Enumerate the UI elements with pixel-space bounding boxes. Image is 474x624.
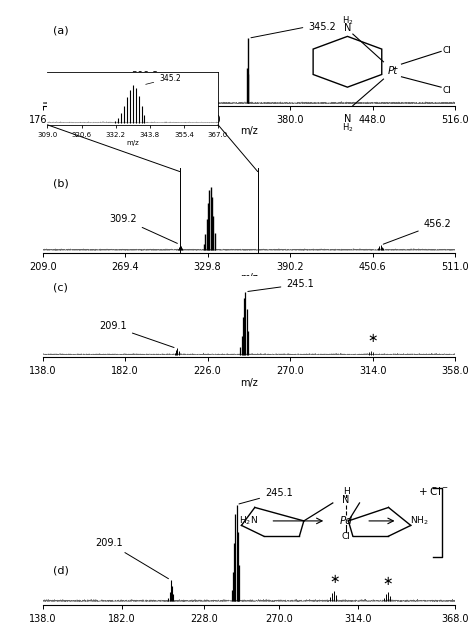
Text: H$_2$: H$_2$: [342, 122, 353, 134]
Text: 209.1: 209.1: [96, 539, 168, 578]
Text: $\ast$: $\ast$: [328, 573, 339, 586]
Text: (a): (a): [53, 26, 69, 36]
Text: + Cl$^-$: + Cl$^-$: [418, 485, 448, 497]
Text: Cl: Cl: [443, 86, 452, 95]
Text: 309.2: 309.2: [131, 71, 202, 98]
Text: H: H: [343, 487, 349, 495]
Text: (b): (b): [53, 178, 69, 188]
Text: H$_2$: H$_2$: [342, 14, 353, 27]
Text: Pd: Pd: [340, 516, 353, 526]
Text: H$_2$N: H$_2$N: [238, 515, 258, 527]
Text: (d): (d): [53, 565, 69, 575]
Text: 345.2: 345.2: [146, 74, 181, 84]
Text: 245.1: 245.1: [248, 280, 314, 291]
Text: Cl: Cl: [342, 532, 351, 540]
X-axis label: m/z: m/z: [127, 140, 139, 146]
Text: N: N: [344, 23, 351, 33]
X-axis label: m/z: m/z: [240, 127, 258, 137]
Text: (c): (c): [53, 283, 68, 293]
X-axis label: m/z: m/z: [240, 378, 258, 388]
Text: 309.2: 309.2: [109, 214, 177, 243]
X-axis label: m/z: m/z: [240, 273, 258, 283]
Text: NH$_2$: NH$_2$: [410, 515, 429, 527]
Text: 345.2: 345.2: [251, 22, 336, 37]
Text: Pt: Pt: [387, 66, 398, 76]
Text: 209.1: 209.1: [100, 321, 174, 348]
Text: $\ast$: $\ast$: [367, 333, 378, 345]
Text: N: N: [344, 114, 351, 124]
Text: Cl: Cl: [443, 46, 452, 55]
Text: $\ast$: $\ast$: [383, 575, 393, 588]
Text: 456.2: 456.2: [383, 219, 451, 244]
Text: N: N: [343, 495, 350, 505]
Text: 245.1: 245.1: [239, 488, 293, 504]
